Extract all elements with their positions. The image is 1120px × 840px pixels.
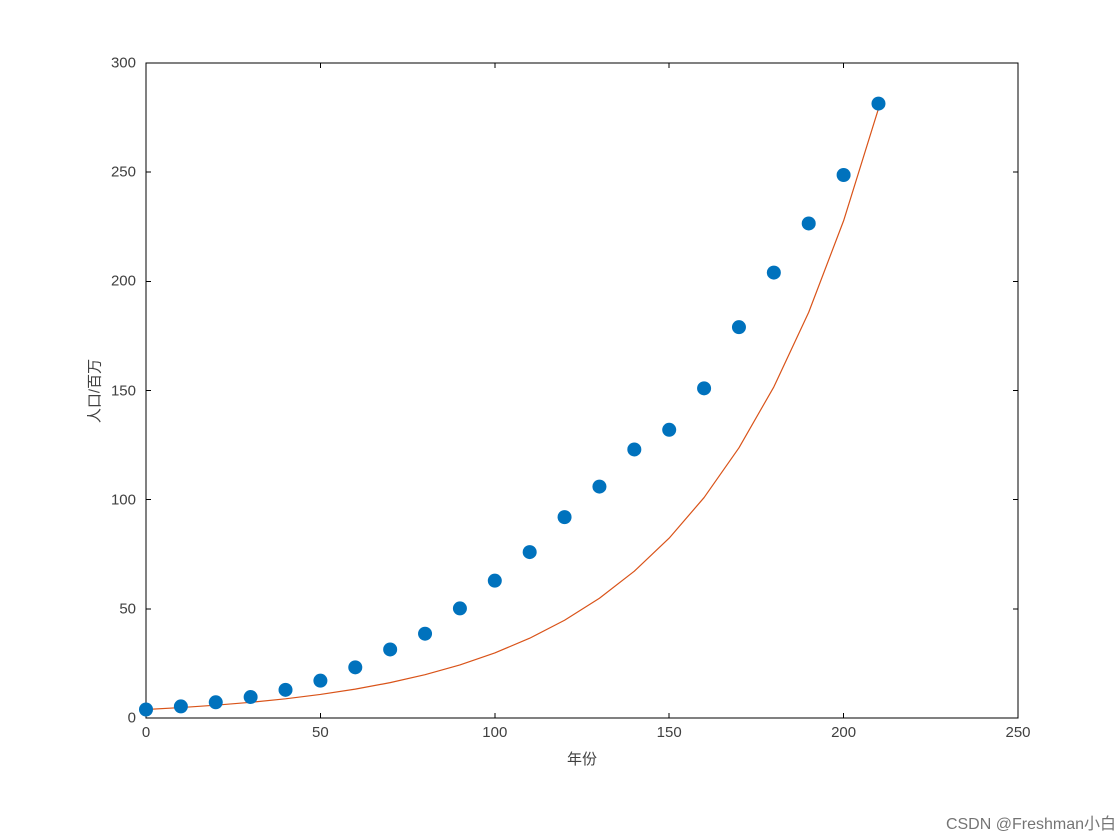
y-tick-label: 200 bbox=[111, 273, 136, 290]
scatter-point bbox=[209, 695, 223, 709]
scatter-point bbox=[767, 266, 781, 280]
x-axis-label: 年份 bbox=[567, 748, 597, 769]
scatter-point bbox=[662, 423, 676, 437]
scatter-point bbox=[244, 690, 258, 704]
scatter-point bbox=[732, 320, 746, 334]
scatter-point bbox=[488, 574, 502, 588]
y-tick-label: 250 bbox=[111, 164, 136, 181]
scatter-point bbox=[383, 642, 397, 656]
scatter-point bbox=[279, 683, 293, 697]
scatter-point bbox=[592, 480, 606, 494]
scatter-point bbox=[837, 168, 851, 182]
scatter-point bbox=[871, 97, 885, 111]
y-axis-label: 人口/百万 bbox=[84, 358, 105, 422]
scatter-point bbox=[558, 510, 572, 524]
scatter-point bbox=[313, 674, 327, 688]
y-tick-label: 0 bbox=[128, 710, 136, 727]
chart-svg bbox=[0, 0, 1120, 840]
y-tick-label: 300 bbox=[111, 55, 136, 72]
x-tick-label: 250 bbox=[1005, 724, 1030, 741]
y-tick-label: 100 bbox=[111, 491, 136, 508]
scatter-point bbox=[139, 702, 153, 716]
line-series bbox=[146, 109, 878, 710]
scatter-point bbox=[802, 216, 816, 230]
scatter-point bbox=[418, 627, 432, 641]
scatter-point bbox=[523, 545, 537, 559]
scatter-point bbox=[174, 699, 188, 713]
watermark: CSDN @Freshman小白 bbox=[946, 810, 1116, 834]
x-tick-label: 100 bbox=[482, 724, 507, 741]
x-tick-label: 0 bbox=[142, 724, 150, 741]
scatter-point bbox=[697, 381, 711, 395]
chart-canvas: 0 50 100 150 200 250 0 50 100 150 200 250 300 年份 人口/百万… bbox=[0, 0, 1120, 840]
y-tick-label: 50 bbox=[119, 600, 136, 617]
scatter-point bbox=[627, 442, 641, 456]
x-tick-label: 200 bbox=[831, 724, 856, 741]
x-tick-label: 50 bbox=[312, 724, 329, 741]
y-tick-label: 150 bbox=[111, 382, 136, 399]
scatter-point bbox=[348, 660, 362, 674]
x-tick-label: 150 bbox=[657, 724, 682, 741]
scatter-point bbox=[453, 601, 467, 615]
